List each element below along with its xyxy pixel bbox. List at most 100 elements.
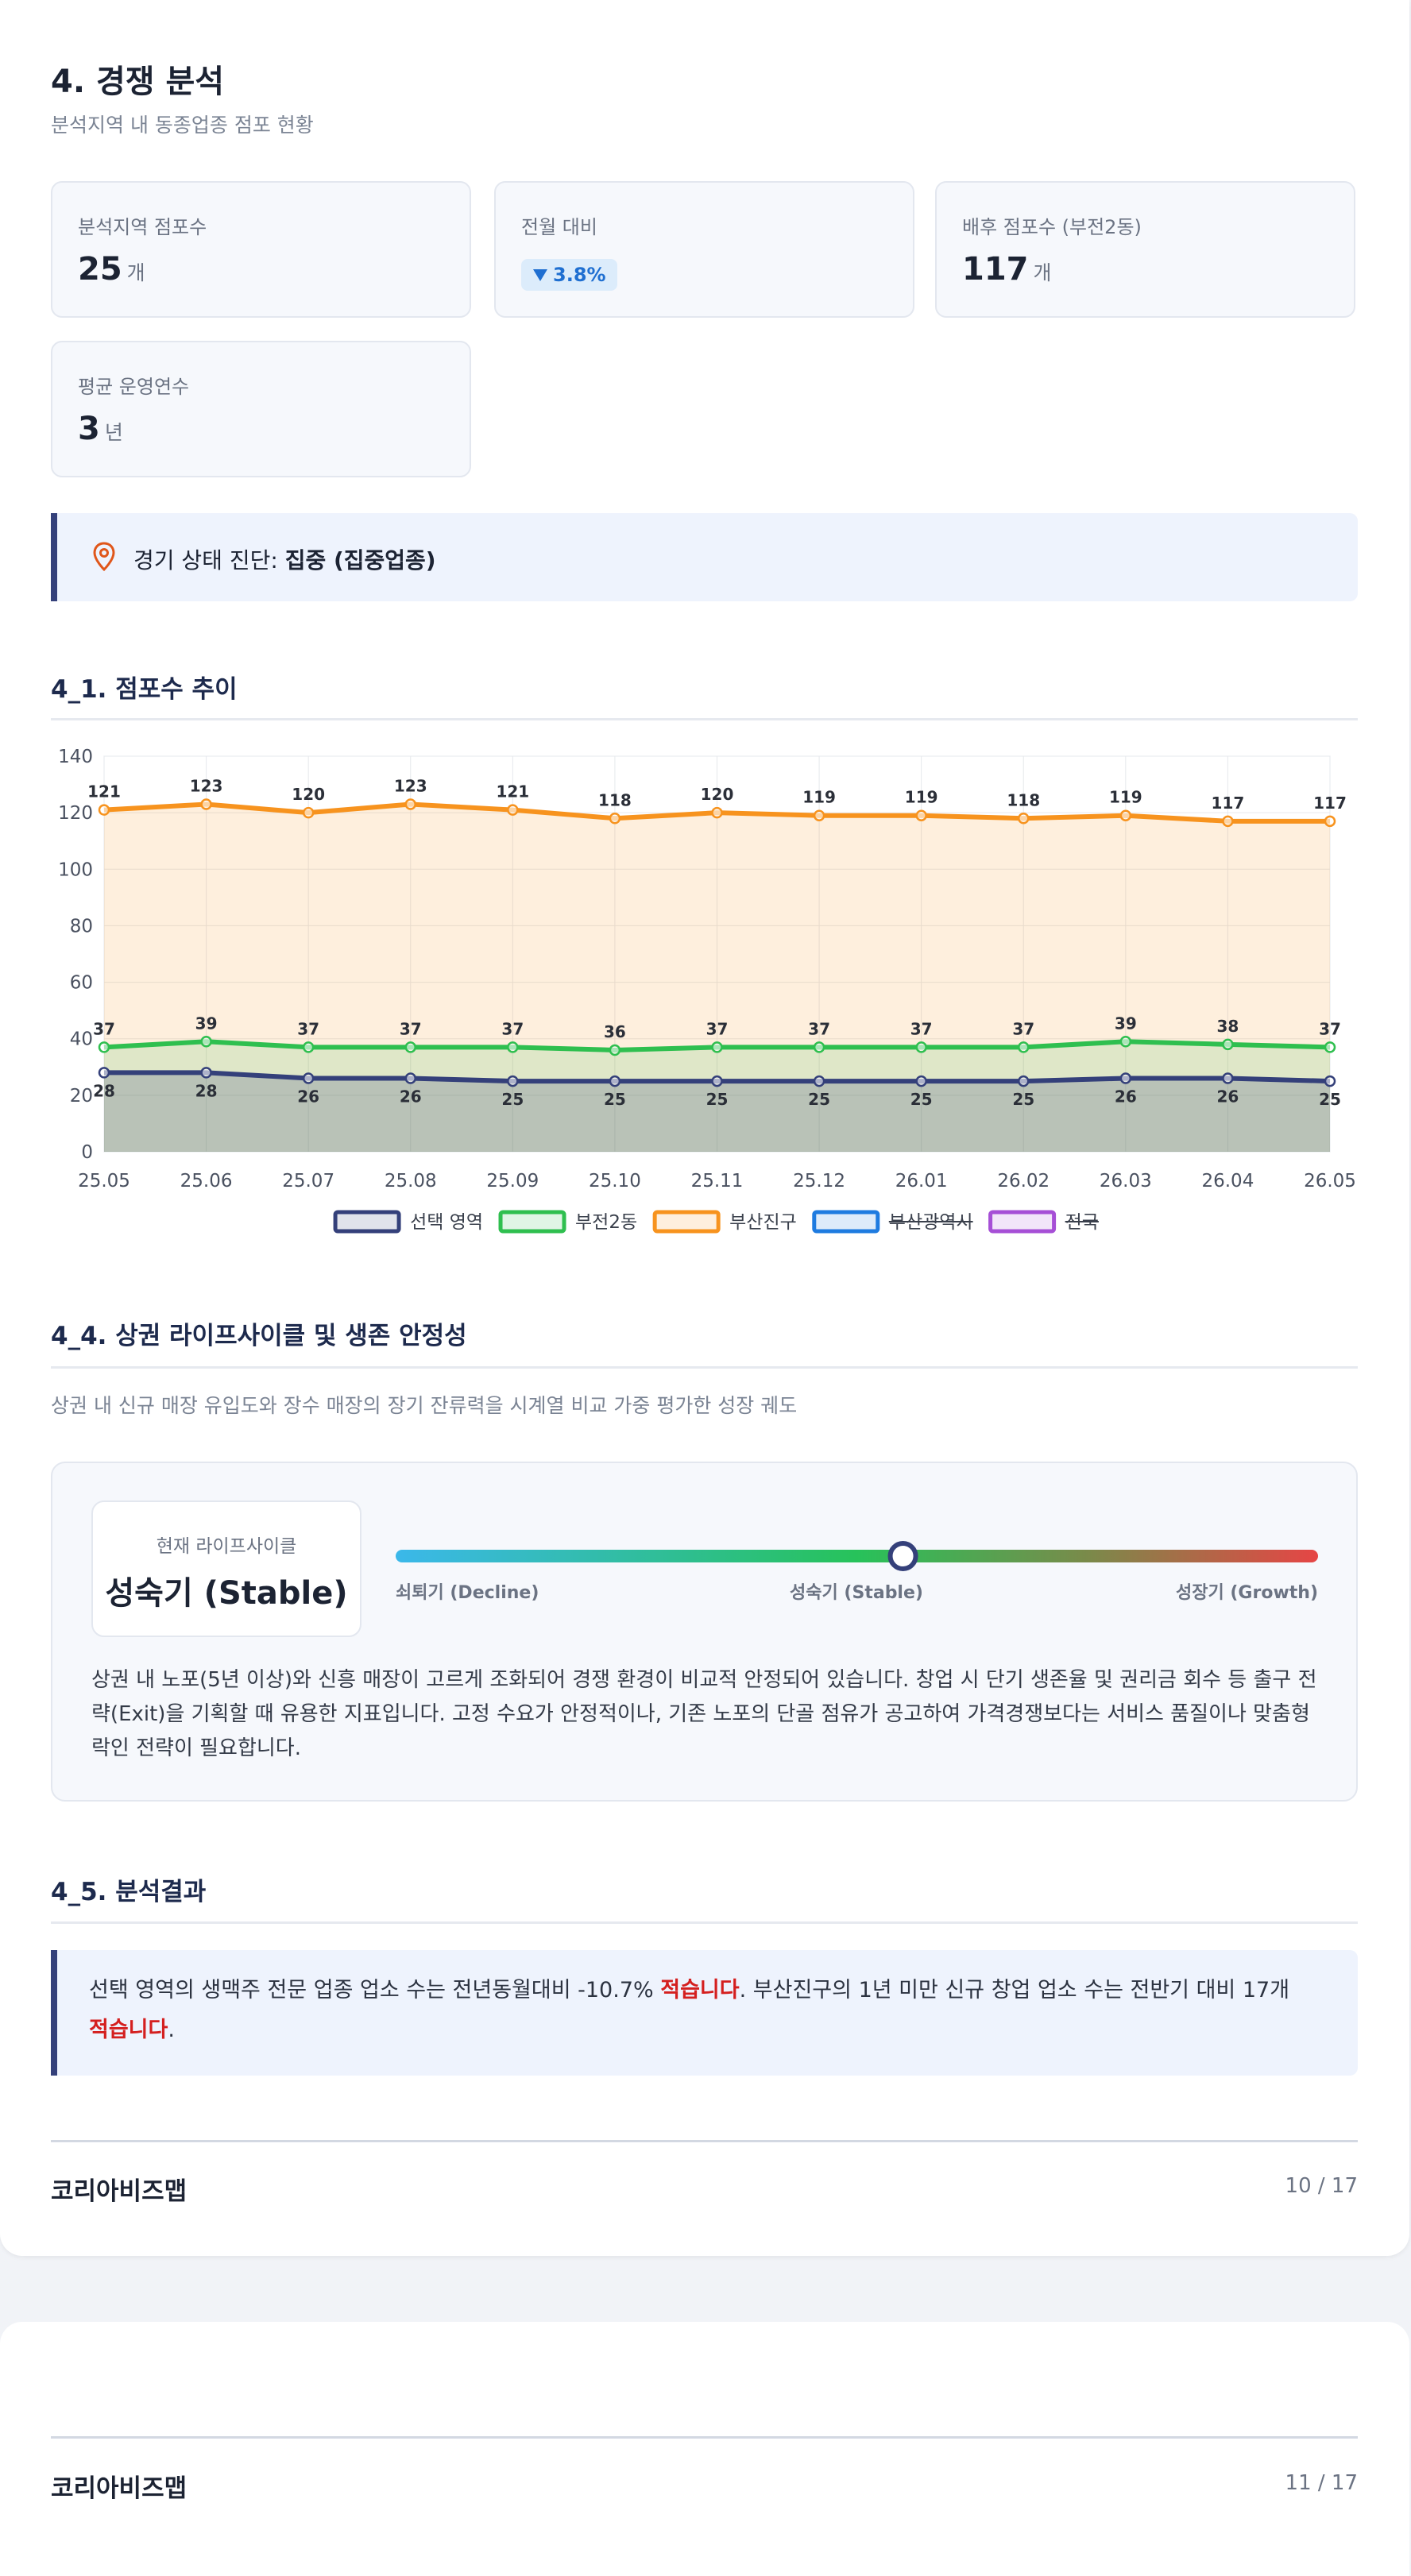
- legend-swatch: [652, 1210, 721, 1234]
- data-point: [1119, 1072, 1132, 1084]
- stat-label: 전월 대비: [521, 216, 597, 238]
- data-point: [507, 1041, 519, 1053]
- change-value: 3.8%: [553, 264, 606, 286]
- page-number: 11 / 17: [1285, 2471, 1358, 2495]
- data-label: 25: [808, 1090, 830, 1109]
- x-tick-label: 26.05: [1304, 1171, 1356, 1191]
- data-label: 118: [598, 790, 632, 809]
- data-label: 37: [93, 1019, 115, 1038]
- data-point: [98, 1041, 110, 1053]
- stat-value: 117 개: [962, 251, 1052, 288]
- data-label: 37: [1319, 1019, 1341, 1038]
- result-part: . 부산진구의 1년 미만 신규 창업 업소 수는 전반기 대비 17개: [739, 1978, 1290, 2002]
- x-tick-label: 25.08: [385, 1171, 437, 1191]
- result-highlight: 적습니다: [89, 2018, 168, 2042]
- section-title: 4_5. 분석결과: [51, 1878, 207, 1906]
- data-point: [813, 1075, 825, 1087]
- data-label: 38: [1216, 1017, 1239, 1036]
- data-point: [1222, 815, 1234, 828]
- stat-number: 117: [962, 251, 1029, 288]
- data-label: 37: [910, 1019, 933, 1038]
- data-label: 121: [87, 782, 121, 801]
- y-tick-label: 40: [70, 1029, 93, 1050]
- page-number: 10 / 17: [1285, 2174, 1358, 2198]
- series-area: [104, 1041, 1330, 1152]
- subtitle: 분석지역 내 동종업종 점포 현황: [51, 114, 314, 137]
- data-label: 25: [1319, 1090, 1341, 1109]
- data-point: [1222, 1072, 1234, 1084]
- data-point: [1018, 1041, 1030, 1053]
- legend: 선택 영역 부전2동 부산진구 부산광역시 전국: [333, 1210, 1099, 1234]
- footer-brand: 코리아비즈맵: [51, 2177, 187, 2206]
- legend-label: 부산진구: [729, 1212, 797, 1233]
- x-tick-label: 26.02: [997, 1171, 1050, 1191]
- data-label: 119: [802, 788, 836, 807]
- data-point: [98, 804, 110, 816]
- divider: [51, 1366, 1358, 1369]
- legend-swatch: [988, 1210, 1057, 1234]
- result-box: 선택 영역의 생맥주 전문 업종 업소 수는 전년동월대비 -10.7% 적습니…: [51, 1950, 1358, 2076]
- data-label: 123: [190, 776, 223, 795]
- lifecycle-current: 현재 라이프사이클 성숙기 (Stable): [91, 1500, 361, 1637]
- stat-label: 평균 운영연수: [78, 376, 190, 398]
- stat-unit: 개: [1033, 261, 1052, 284]
- x-tick-label: 25.06: [180, 1171, 233, 1191]
- data-point: [1018, 813, 1030, 825]
- footer-rule: [51, 2436, 1358, 2439]
- data-label: 123: [394, 776, 427, 795]
- page-card: [0, 2322, 1409, 2576]
- data-label: 36: [604, 1022, 626, 1041]
- data-point: [1222, 1038, 1234, 1051]
- data-point: [302, 806, 315, 819]
- gauge-label: 성장기 (Growth): [1176, 1583, 1318, 1603]
- data-point: [302, 1041, 315, 1053]
- y-tick-label: 140: [58, 747, 93, 767]
- diagnosis-value: 집중 (집중업종): [284, 547, 436, 574]
- y-tick-label: 20: [70, 1086, 93, 1106]
- x-tick-label: 25.07: [282, 1171, 334, 1191]
- data-point: [1324, 815, 1336, 828]
- data-label: 119: [905, 788, 938, 807]
- data-label: 39: [195, 1014, 218, 1033]
- data-point: [813, 1041, 825, 1053]
- data-label: 25: [910, 1090, 933, 1109]
- series-area: [104, 804, 1330, 1152]
- legend-swatch: [812, 1210, 880, 1234]
- data-point: [609, 1075, 621, 1087]
- data-label: 28: [195, 1081, 218, 1100]
- y-tick-label: 100: [58, 859, 93, 880]
- data-point: [915, 1075, 927, 1087]
- data-point: [1018, 1075, 1030, 1087]
- data-point: [302, 1072, 315, 1084]
- legend-swatch: [498, 1210, 566, 1234]
- y-tick-label: 60: [70, 973, 93, 994]
- result-highlight: 적습니다: [660, 1978, 740, 2002]
- gauge-bar: [396, 1550, 1318, 1562]
- data-label: 120: [701, 785, 734, 804]
- y-tick-label: 0: [81, 1142, 93, 1163]
- data-point: [98, 1067, 110, 1079]
- title: 4. 경쟁 분석: [51, 64, 225, 100]
- section-title: 4_1. 점포수 추이: [51, 675, 238, 704]
- data-point: [711, 806, 723, 819]
- data-point: [200, 1036, 212, 1048]
- legend-swatch: [333, 1210, 401, 1234]
- data-label: 25: [501, 1090, 524, 1109]
- gauge-label: 성숙기 (Stable): [790, 1583, 923, 1603]
- stat-card: 전월 대비 3.8%: [494, 181, 914, 318]
- data-label: 37: [1012, 1019, 1034, 1038]
- pin-icon: [93, 542, 115, 572]
- divider: [51, 1921, 1358, 1924]
- divider: [51, 718, 1358, 720]
- diagnosis-text: 경기 상태 진단: 집중 (집중업종): [133, 543, 436, 575]
- data-label: 118: [1007, 790, 1040, 809]
- result-part: 선택 영역의 생맥주 전문 업종 업소 수는 전년동월대비 -10.7%: [89, 1978, 661, 2002]
- stat-card: 배후 점포수 (부전2동) 117 개: [935, 181, 1355, 318]
- gauge-marker: [887, 1541, 918, 1571]
- stat-value: 25 개: [78, 251, 145, 288]
- diagnosis-label: 경기 상태 진단:: [133, 547, 278, 574]
- data-point: [404, 1072, 416, 1084]
- data-point: [1324, 1041, 1336, 1053]
